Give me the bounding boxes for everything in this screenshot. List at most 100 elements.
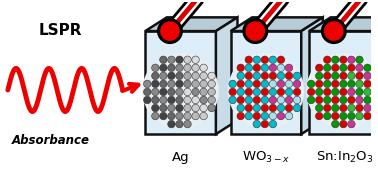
Circle shape xyxy=(176,120,183,128)
Circle shape xyxy=(348,72,355,80)
Text: Ag: Ag xyxy=(172,151,189,164)
Circle shape xyxy=(184,56,191,64)
Circle shape xyxy=(324,104,331,112)
Circle shape xyxy=(339,64,347,72)
Circle shape xyxy=(261,104,269,112)
Circle shape xyxy=(364,96,371,104)
Circle shape xyxy=(316,80,323,88)
Circle shape xyxy=(269,96,277,104)
Circle shape xyxy=(364,80,371,88)
Polygon shape xyxy=(301,17,323,134)
Circle shape xyxy=(269,104,277,112)
Circle shape xyxy=(200,80,208,88)
Circle shape xyxy=(253,120,260,128)
Circle shape xyxy=(277,56,285,64)
Circle shape xyxy=(324,80,331,88)
Circle shape xyxy=(208,72,215,80)
Circle shape xyxy=(261,64,269,72)
Circle shape xyxy=(356,64,363,72)
Circle shape xyxy=(160,96,167,104)
Circle shape xyxy=(253,88,260,96)
Circle shape xyxy=(332,104,339,112)
Circle shape xyxy=(245,104,253,112)
Circle shape xyxy=(243,19,268,43)
Circle shape xyxy=(285,88,293,96)
Circle shape xyxy=(142,53,219,129)
Circle shape xyxy=(237,112,245,120)
Circle shape xyxy=(168,112,175,120)
Circle shape xyxy=(237,64,245,72)
Circle shape xyxy=(237,88,245,96)
Circle shape xyxy=(176,88,183,96)
Circle shape xyxy=(324,96,331,104)
Circle shape xyxy=(168,120,175,128)
Circle shape xyxy=(277,88,285,96)
Circle shape xyxy=(293,104,301,112)
Circle shape xyxy=(316,72,323,80)
Circle shape xyxy=(339,88,347,96)
Circle shape xyxy=(168,104,175,112)
Circle shape xyxy=(253,80,260,88)
Circle shape xyxy=(269,88,277,96)
Circle shape xyxy=(160,80,167,88)
Circle shape xyxy=(324,88,331,96)
Circle shape xyxy=(237,96,245,104)
Circle shape xyxy=(168,64,175,72)
Circle shape xyxy=(277,80,285,88)
Circle shape xyxy=(253,112,260,120)
Circle shape xyxy=(348,120,355,128)
Circle shape xyxy=(332,64,339,72)
Circle shape xyxy=(168,80,175,88)
Circle shape xyxy=(324,56,331,64)
Circle shape xyxy=(293,80,301,88)
Circle shape xyxy=(176,80,183,88)
Circle shape xyxy=(261,80,269,88)
Circle shape xyxy=(269,120,277,128)
Polygon shape xyxy=(309,17,378,31)
Circle shape xyxy=(144,96,151,104)
Polygon shape xyxy=(231,17,323,31)
Circle shape xyxy=(372,80,378,88)
Circle shape xyxy=(160,104,167,112)
Polygon shape xyxy=(216,17,237,134)
Circle shape xyxy=(144,88,151,96)
Circle shape xyxy=(184,80,191,88)
Circle shape xyxy=(332,72,339,80)
Circle shape xyxy=(160,56,167,64)
Circle shape xyxy=(229,88,236,96)
Circle shape xyxy=(245,80,253,88)
Circle shape xyxy=(200,112,208,120)
Polygon shape xyxy=(309,31,378,134)
Circle shape xyxy=(176,112,183,120)
Circle shape xyxy=(261,56,269,64)
Circle shape xyxy=(208,96,215,104)
Circle shape xyxy=(246,21,265,41)
Circle shape xyxy=(192,88,199,96)
Circle shape xyxy=(372,104,378,112)
Circle shape xyxy=(192,56,199,64)
Circle shape xyxy=(372,72,378,80)
Circle shape xyxy=(324,72,331,80)
Circle shape xyxy=(144,80,151,88)
Circle shape xyxy=(285,104,293,112)
Circle shape xyxy=(339,112,347,120)
Circle shape xyxy=(285,112,293,120)
Circle shape xyxy=(160,21,180,41)
Circle shape xyxy=(277,104,285,112)
Circle shape xyxy=(293,96,301,104)
Circle shape xyxy=(332,120,339,128)
Circle shape xyxy=(176,56,183,64)
Circle shape xyxy=(316,96,323,104)
Circle shape xyxy=(245,96,253,104)
Circle shape xyxy=(253,56,260,64)
Circle shape xyxy=(332,80,339,88)
Circle shape xyxy=(364,112,371,120)
Circle shape xyxy=(237,72,245,80)
Circle shape xyxy=(269,56,277,64)
Circle shape xyxy=(237,104,245,112)
Circle shape xyxy=(293,88,301,96)
Circle shape xyxy=(339,96,347,104)
Circle shape xyxy=(332,56,339,64)
Circle shape xyxy=(261,112,269,120)
Circle shape xyxy=(168,72,175,80)
